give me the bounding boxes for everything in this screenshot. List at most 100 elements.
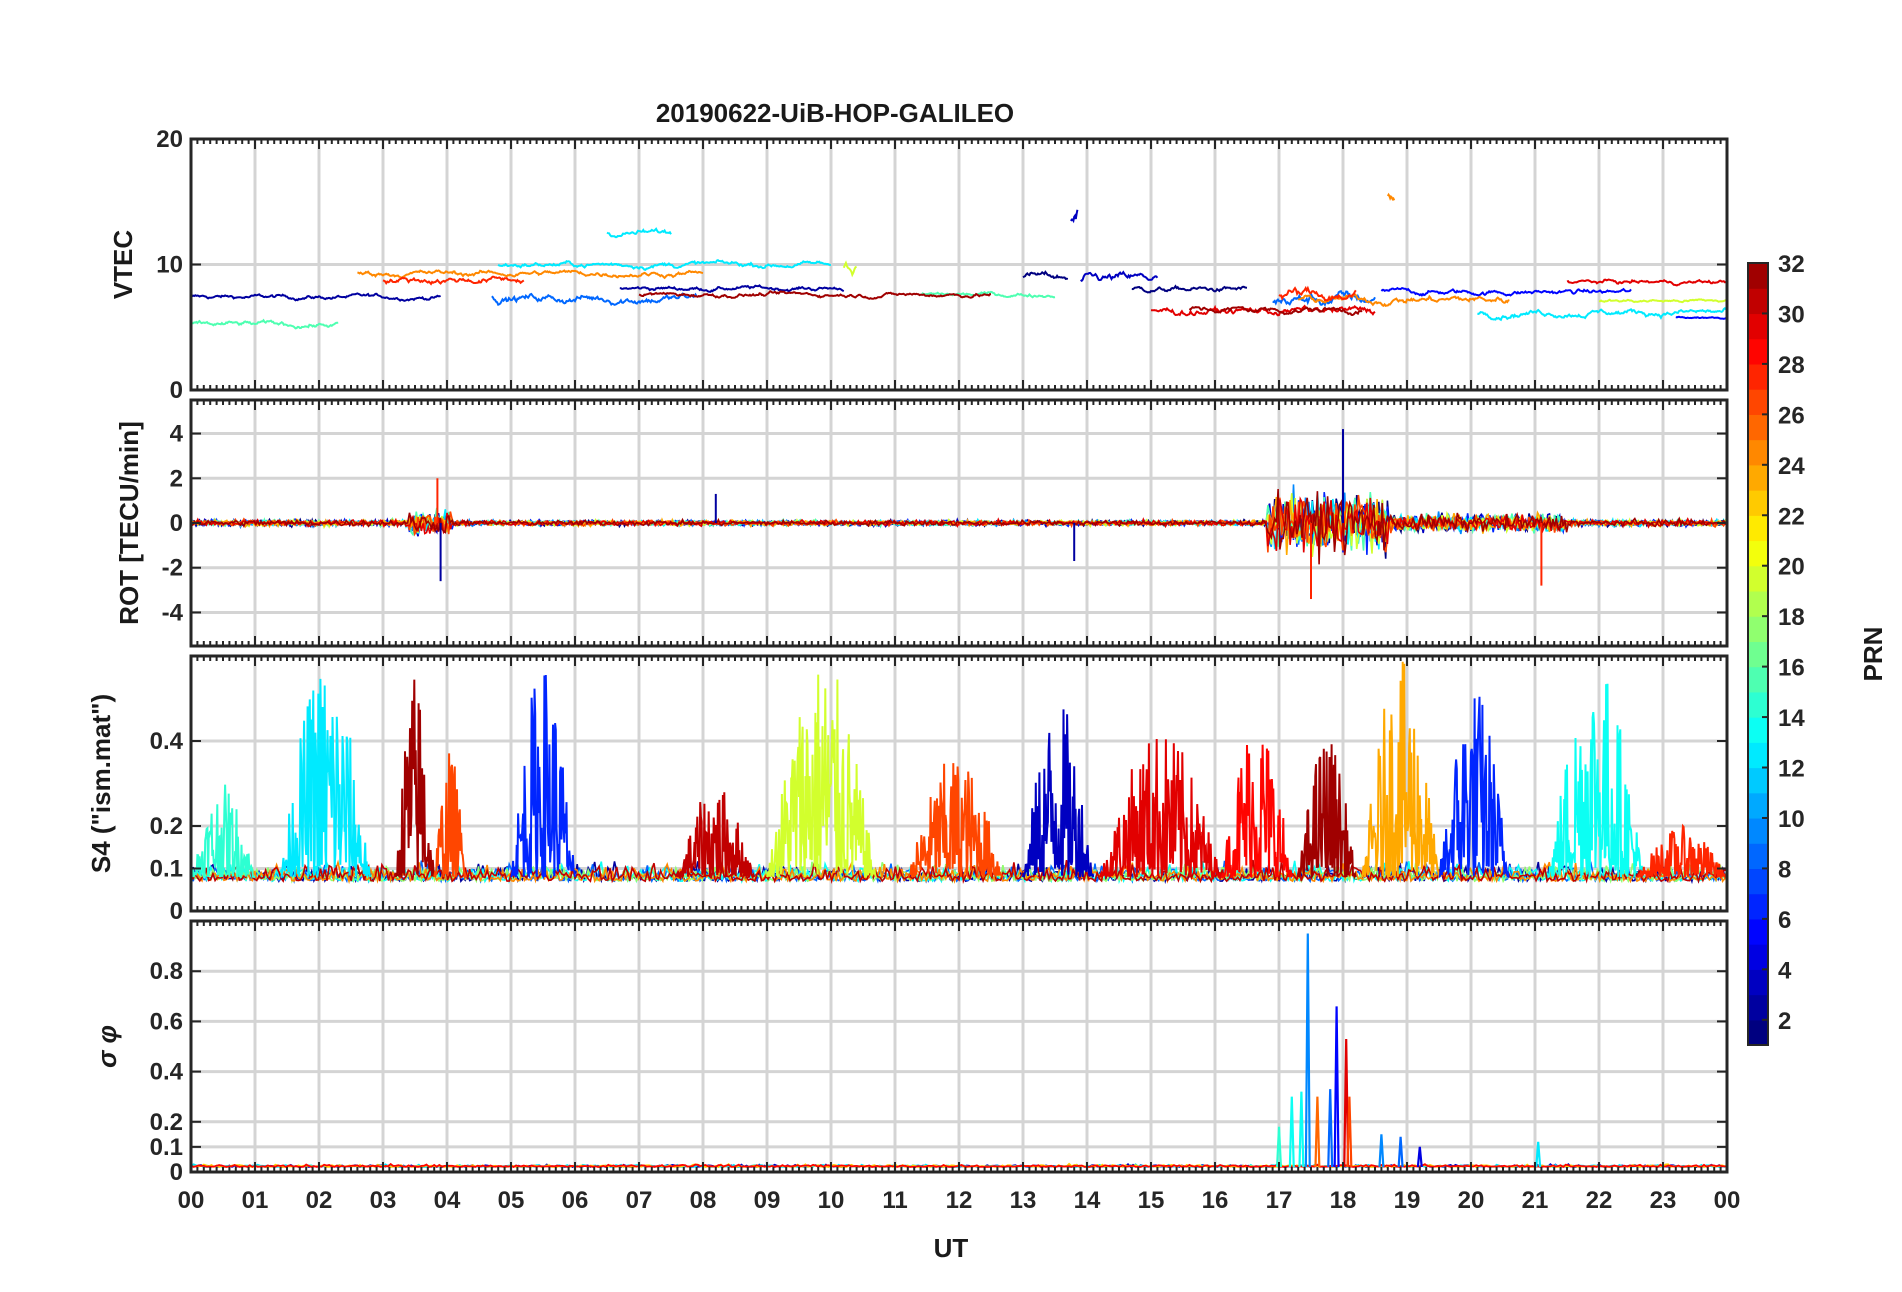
y-tick-label: 0.2 <box>150 1109 183 1136</box>
colorbar-swatch <box>1748 313 1768 340</box>
y-tick-label: 2 <box>170 465 183 492</box>
vtec-line-prn-24 <box>1386 192 1396 201</box>
s4-burst-prn-3 <box>1022 709 1095 879</box>
colorbar-tick-label: 2 <box>1778 1008 1791 1035</box>
y-tick-label: 0 <box>170 1159 183 1186</box>
plot-content <box>191 661 1727 885</box>
plot-content <box>191 429 1727 600</box>
colorbar-swatch <box>1748 691 1768 718</box>
y-axis-label-rot: ROT [TECU/min] <box>114 421 144 625</box>
sigma-spike-prn-8 <box>1327 1089 1334 1168</box>
vtec-line-prn-8 <box>491 292 698 307</box>
x-tick-label: 06 <box>562 1187 589 1214</box>
panel-sigma_phi: 00.10.2 0.4 0.6 0.8 σ φ 00 01 02 03 04 05 06 07 08 09 1… <box>92 919 1741 1214</box>
colorbar-swatch <box>1748 363 1768 390</box>
colorbar-swatch <box>1748 490 1768 516</box>
sigma-spike-prn-13 <box>1298 1091 1305 1168</box>
colorbar-swatch <box>1748 414 1768 441</box>
grid <box>191 139 1727 390</box>
y-axis-label-sigma: σ φ <box>92 1025 122 1068</box>
sigma-spike-prn-4 <box>1416 1146 1423 1168</box>
colorbar-tick-label: 4 <box>1778 957 1792 984</box>
vtec-line-prn-24 <box>357 269 704 280</box>
vtec-line-prn-29 <box>1566 278 1727 287</box>
y-tick-label: 0.4 <box>150 728 184 755</box>
x-tick-label: 00 <box>1714 1187 1741 1214</box>
vtec-line-prn-19 <box>1598 298 1727 304</box>
colorbar-tick-label: 26 <box>1778 402 1805 429</box>
colorbar-tick-label: 24 <box>1778 453 1805 480</box>
colorbar-swatch <box>1748 590 1768 617</box>
vtec-line-prn-8 <box>1272 290 1376 307</box>
colorbar-tick-label: 28 <box>1778 352 1805 379</box>
s4-burst-prn-27 <box>1637 823 1727 881</box>
vtec-line-prn-27 <box>1278 285 1357 302</box>
panel-vtec: 0 10 20 VTEC <box>108 126 1729 404</box>
colorbar-swatch <box>1748 893 1768 920</box>
colorbar-swatch <box>1748 464 1768 491</box>
vtec-line-prn-2 <box>619 284 845 293</box>
y-tick-label: 4 <box>170 421 184 448</box>
colorbar-frame <box>1747 262 1769 1046</box>
colorbar-tick-label: 20 <box>1778 554 1805 581</box>
y-tick-label: -4 <box>162 599 184 626</box>
s4-burst-prn-31 <box>1297 744 1357 881</box>
y-axis-label-vtec: VTEC <box>108 230 138 300</box>
s4-burst-prn-26 <box>433 753 468 881</box>
colorbar-swatch <box>1748 994 1768 1021</box>
vtec-line-prn-12 <box>497 258 832 272</box>
y-tick-label: 0 <box>170 377 183 404</box>
y-tick-label: -2 <box>162 555 183 582</box>
colorbar-tick-label: 16 <box>1778 655 1805 682</box>
vtec-line-prn-12 <box>606 227 672 239</box>
colorbar-tick-label: 32 <box>1778 251 1805 278</box>
x-tick-label: 07 <box>626 1187 653 1214</box>
colorbar-swatch <box>1748 263 1768 289</box>
x-tick-label: 19 <box>1394 1187 1421 1214</box>
sigma-spike-prn-26 <box>1346 1096 1353 1168</box>
vtec-line-prn-2 <box>191 292 441 302</box>
x-tick-label: 05 <box>498 1187 525 1214</box>
x-tick-label: 12 <box>946 1187 973 1214</box>
s4-burst-prn-6 <box>1438 696 1510 879</box>
grid <box>191 921 1727 1172</box>
s4-burst-prn-6 <box>510 674 576 880</box>
x-tick-label: 15 <box>1138 1187 1165 1214</box>
x-tick-label: 21 <box>1522 1187 1549 1214</box>
y-tick-label: 0.1 <box>150 856 183 883</box>
x-tick-label: 00 <box>178 1187 205 1214</box>
y-tick-label: 0 <box>170 898 183 925</box>
s4-burst-prn-12 <box>280 678 372 878</box>
vtec-line-prn-1 <box>1022 270 1069 281</box>
colorbar-swatch <box>1748 843 1768 870</box>
vtec-line-prn-15 <box>191 318 339 330</box>
x-tick-label: 13 <box>1010 1187 1037 1214</box>
vtec-line-prn-19 <box>842 260 857 278</box>
colorbar-tick-label: 14 <box>1778 705 1805 732</box>
colorbar-swatch <box>1748 1019 1768 1046</box>
y-tick-label: 10 <box>156 252 183 279</box>
s4-burst-prn-30 <box>676 792 756 880</box>
x-tick-label: 17 <box>1266 1187 1293 1214</box>
x-tick-label: 18 <box>1330 1187 1357 1214</box>
y-tick-label: 0.1 <box>150 1134 183 1161</box>
colorbar-swatch <box>1748 338 1768 365</box>
colorbar-swatch <box>1748 439 1768 466</box>
colorbar-label: PRN <box>1858 627 1888 682</box>
sigma-spike-prn-5 <box>1333 1006 1340 1167</box>
vtec-line-prn-5 <box>1380 286 1632 297</box>
s4-burst-prn-28 <box>1221 744 1293 879</box>
vtec-line-prn-31 <box>1188 306 1363 317</box>
s4-burst-prn-14 <box>191 784 256 879</box>
rot-line-prn-31 <box>191 488 1727 565</box>
tick-marks <box>190 656 1728 911</box>
vtec-line-prn-3 <box>1080 270 1159 283</box>
colorbar-swatch <box>1748 565 1768 592</box>
colorbar-swatch <box>1748 288 1768 315</box>
vtec-line-prn-27 <box>382 275 525 286</box>
colorbar-tick-label: 8 <box>1778 856 1791 883</box>
colorbar-swatch <box>1748 767 1768 794</box>
s4-burst-prn-26 <box>907 763 1005 879</box>
